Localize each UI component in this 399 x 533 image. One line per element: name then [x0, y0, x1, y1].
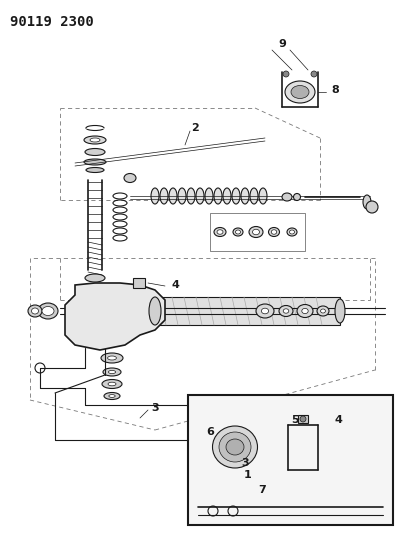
Ellipse shape: [101, 353, 123, 363]
Ellipse shape: [214, 228, 226, 237]
Ellipse shape: [196, 188, 204, 204]
Bar: [155, 297, 340, 325]
Ellipse shape: [259, 188, 267, 204]
Ellipse shape: [32, 308, 38, 314]
Text: 4: 4: [171, 280, 179, 290]
Ellipse shape: [219, 432, 251, 462]
Polygon shape: [65, 283, 165, 350]
Ellipse shape: [90, 138, 100, 142]
Ellipse shape: [205, 188, 213, 204]
Circle shape: [366, 201, 378, 213]
Ellipse shape: [249, 227, 263, 238]
Text: 90119 2300: 90119 2300: [10, 15, 94, 29]
Text: 2: 2: [191, 123, 199, 133]
Text: 8: 8: [331, 85, 339, 95]
Ellipse shape: [363, 195, 371, 209]
Ellipse shape: [223, 188, 231, 204]
Ellipse shape: [283, 309, 289, 313]
Bar: [210, 213, 305, 251]
Ellipse shape: [285, 81, 315, 103]
Ellipse shape: [250, 188, 258, 204]
Ellipse shape: [85, 274, 105, 282]
Ellipse shape: [124, 174, 136, 182]
Bar: [133, 278, 145, 288]
Ellipse shape: [169, 188, 177, 204]
Ellipse shape: [187, 188, 195, 204]
Ellipse shape: [261, 308, 269, 314]
Circle shape: [311, 71, 317, 77]
Ellipse shape: [109, 370, 116, 374]
Ellipse shape: [84, 159, 106, 165]
Ellipse shape: [214, 188, 222, 204]
Ellipse shape: [108, 356, 117, 360]
Ellipse shape: [160, 188, 168, 204]
Text: 3: 3: [151, 403, 159, 413]
Ellipse shape: [241, 188, 249, 204]
Text: 5: 5: [291, 415, 299, 425]
Ellipse shape: [256, 304, 274, 318]
Ellipse shape: [297, 304, 313, 318]
Ellipse shape: [84, 136, 106, 144]
Text: 9: 9: [278, 39, 286, 49]
Ellipse shape: [294, 193, 300, 200]
Ellipse shape: [213, 426, 257, 468]
Ellipse shape: [302, 309, 308, 313]
Ellipse shape: [104, 392, 120, 400]
Ellipse shape: [86, 287, 104, 293]
Ellipse shape: [103, 368, 121, 376]
Ellipse shape: [226, 439, 244, 455]
Text: 4: 4: [334, 415, 342, 425]
Ellipse shape: [85, 149, 105, 156]
Ellipse shape: [282, 193, 292, 201]
Ellipse shape: [317, 306, 329, 316]
Ellipse shape: [149, 297, 161, 325]
Ellipse shape: [269, 228, 280, 237]
Ellipse shape: [291, 85, 309, 99]
Ellipse shape: [217, 230, 223, 234]
Bar: [188, 395, 393, 525]
Ellipse shape: [38, 303, 58, 319]
Ellipse shape: [290, 230, 294, 234]
Ellipse shape: [28, 305, 42, 317]
Circle shape: [300, 416, 306, 422]
Text: 6: 6: [206, 427, 214, 437]
Text: 1: 1: [244, 470, 252, 480]
Ellipse shape: [232, 188, 240, 204]
Ellipse shape: [84, 295, 106, 304]
Ellipse shape: [279, 305, 293, 317]
Ellipse shape: [108, 382, 116, 386]
Ellipse shape: [151, 188, 159, 204]
Ellipse shape: [335, 299, 345, 323]
Ellipse shape: [321, 309, 326, 313]
Ellipse shape: [102, 379, 122, 389]
Ellipse shape: [86, 167, 104, 173]
Ellipse shape: [42, 306, 54, 316]
Ellipse shape: [235, 230, 241, 234]
Circle shape: [283, 71, 289, 77]
Ellipse shape: [271, 230, 277, 234]
Text: 3: 3: [241, 458, 249, 468]
Ellipse shape: [287, 228, 297, 236]
Bar: [298, 415, 308, 423]
Text: 7: 7: [258, 485, 266, 495]
Ellipse shape: [178, 188, 186, 204]
Ellipse shape: [253, 229, 259, 235]
Ellipse shape: [233, 228, 243, 236]
Ellipse shape: [109, 394, 115, 398]
